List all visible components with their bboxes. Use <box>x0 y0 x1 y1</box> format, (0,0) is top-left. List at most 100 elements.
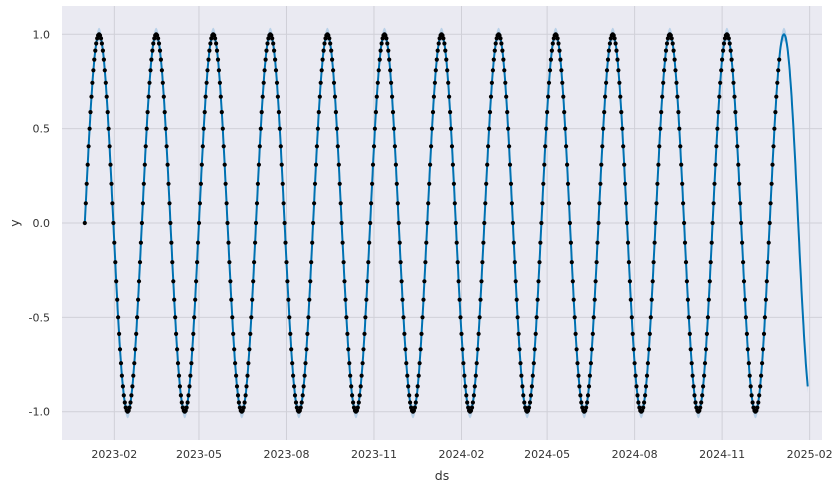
observed-point <box>318 80 323 85</box>
observed-point <box>408 400 413 405</box>
observed-point <box>673 68 678 73</box>
observed-point <box>206 57 211 62</box>
observed-point <box>390 94 395 99</box>
observed-point <box>558 57 563 62</box>
observed-point <box>629 315 634 320</box>
observed-point <box>396 220 401 226</box>
observed-point <box>555 36 560 41</box>
observed-point <box>698 405 703 410</box>
observed-point <box>429 126 435 131</box>
observed-point <box>163 126 168 131</box>
observed-point <box>384 36 389 41</box>
observed-point <box>518 361 523 366</box>
observed-point <box>549 48 555 53</box>
observed-point <box>273 57 278 62</box>
observed-point <box>104 94 109 99</box>
observed-point <box>156 41 162 46</box>
observed-point <box>279 162 284 167</box>
observed-point <box>588 361 594 366</box>
observed-point <box>254 201 260 206</box>
observed-point <box>674 80 679 85</box>
observed-point <box>184 405 189 410</box>
observed-point <box>726 36 731 41</box>
observed-point <box>162 110 167 115</box>
observed-point <box>319 68 324 73</box>
observed-point <box>150 48 155 53</box>
observed-point <box>242 400 247 405</box>
observed-point <box>690 373 695 378</box>
observed-point <box>389 80 394 85</box>
observed-point <box>173 315 178 320</box>
observed-point <box>149 57 154 62</box>
observed-point <box>533 331 538 336</box>
observed-point <box>358 384 363 389</box>
observed-point <box>226 240 231 245</box>
observed-point <box>159 68 164 73</box>
observed-point <box>306 315 311 320</box>
observed-point <box>375 80 380 85</box>
observed-point <box>127 405 132 410</box>
observed-point <box>197 201 202 206</box>
observed-point <box>672 57 677 62</box>
observed-point <box>248 331 253 336</box>
observed-point <box>277 126 282 131</box>
observed-point <box>338 201 343 206</box>
observed-point <box>772 126 777 131</box>
observed-point <box>117 347 123 352</box>
observed-point <box>400 297 405 302</box>
observed-point <box>332 94 338 99</box>
observed-point <box>577 384 582 389</box>
observed-point <box>470 400 475 405</box>
x-tick-label: 2023-02 <box>91 448 137 461</box>
observed-point <box>221 144 226 149</box>
observed-point <box>423 260 428 265</box>
observed-point <box>432 80 437 85</box>
observed-point <box>339 220 344 226</box>
observed-point <box>606 48 612 53</box>
observed-point <box>422 279 427 284</box>
observed-point <box>661 80 666 85</box>
observed-point <box>576 373 581 378</box>
observed-point <box>708 260 713 265</box>
observed-point <box>87 126 92 131</box>
observed-point <box>151 41 156 46</box>
observed-point <box>529 384 535 389</box>
observed-point <box>472 384 477 389</box>
observed-point <box>165 162 170 167</box>
observed-point <box>401 315 406 320</box>
observed-point <box>702 361 708 366</box>
observed-point <box>367 240 372 245</box>
observed-point <box>731 80 736 85</box>
observed-point <box>650 279 655 284</box>
observed-point <box>234 384 240 389</box>
observed-point <box>119 373 124 378</box>
observed-point <box>539 220 544 226</box>
observed-point <box>292 393 298 398</box>
observed-point <box>643 384 649 389</box>
observed-point <box>192 315 197 320</box>
observed-point <box>374 94 379 99</box>
observed-point <box>85 162 90 167</box>
observed-point <box>247 347 252 352</box>
observed-point <box>360 361 365 366</box>
observed-point <box>301 384 306 389</box>
observed-point <box>308 279 313 284</box>
observed-point <box>372 126 377 131</box>
observed-point <box>511 240 516 245</box>
observed-point <box>356 400 361 405</box>
observed-point <box>89 94 94 99</box>
observed-point <box>392 144 397 149</box>
observed-point <box>604 80 609 85</box>
observed-point <box>659 110 664 115</box>
observed-point <box>90 80 95 85</box>
observed-point <box>83 201 88 206</box>
observed-point <box>627 279 633 284</box>
observed-point <box>774 94 779 99</box>
observed-point <box>704 331 710 336</box>
observed-point <box>687 331 692 336</box>
observed-point <box>543 144 548 149</box>
observed-point <box>386 48 391 53</box>
observed-point <box>758 384 763 389</box>
observed-point <box>734 126 739 131</box>
